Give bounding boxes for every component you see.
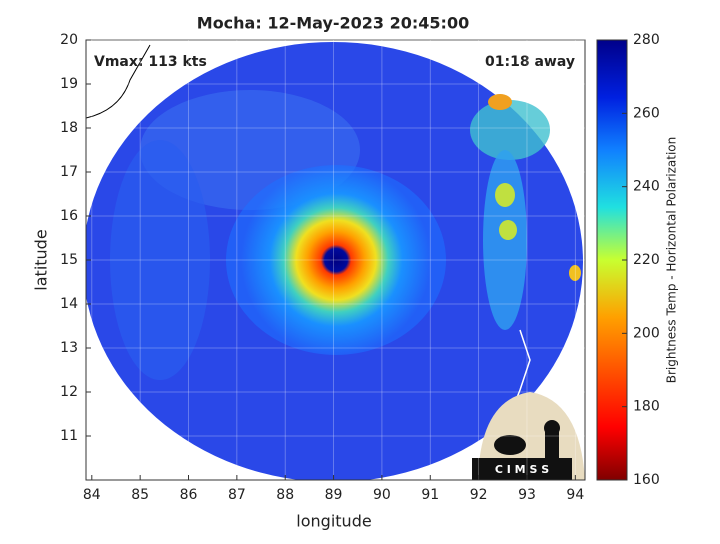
colorbar-tick-label: 180 bbox=[633, 399, 660, 415]
x-tick-label: 92 bbox=[470, 487, 488, 503]
y-axis-label: latitude bbox=[32, 229, 51, 290]
colorbar-tick-label: 160 bbox=[633, 472, 660, 488]
colorbar-tick-label: 280 bbox=[633, 32, 660, 48]
logo: C I M S S bbox=[472, 392, 585, 480]
y-tick-label: 18 bbox=[60, 120, 78, 136]
colorbar-tick-label: 220 bbox=[633, 252, 660, 268]
y-tick-label: 15 bbox=[60, 252, 78, 268]
chart-title: Mocha: 12-May-2023 20:45:00 bbox=[197, 14, 469, 33]
y-tick-label: 14 bbox=[60, 296, 78, 312]
colorbar-tick-label: 200 bbox=[633, 325, 660, 341]
colorbar-tick-label: 260 bbox=[633, 105, 660, 121]
y-tick-label: 13 bbox=[60, 340, 78, 356]
y-tick-label: 11 bbox=[60, 428, 78, 444]
x-tick-label: 87 bbox=[228, 487, 246, 503]
colorbar-tick-label: 240 bbox=[633, 179, 660, 195]
y-tick-label: 19 bbox=[60, 76, 78, 92]
x-axis-label: longitude bbox=[296, 512, 371, 531]
logo-text: C I M S S bbox=[495, 463, 549, 476]
x-tick-label: 93 bbox=[518, 487, 536, 503]
x-tick-label: 84 bbox=[83, 487, 101, 503]
x-tick-label: 91 bbox=[421, 487, 439, 503]
y-tick-label: 16 bbox=[60, 208, 78, 224]
annotation: 01:18 away bbox=[485, 54, 575, 70]
satellite-image: C I M S S bbox=[86, 42, 585, 480]
x-tick-label: 94 bbox=[566, 487, 584, 503]
x-tick-label: 89 bbox=[325, 487, 343, 503]
y-tick-label: 17 bbox=[60, 164, 78, 180]
x-tick-label: 86 bbox=[180, 487, 198, 503]
x-tick-label: 85 bbox=[131, 487, 149, 503]
x-tick-label: 90 bbox=[373, 487, 391, 503]
colorbar-label: Brightness Temp - Horizontal Polarizatio… bbox=[665, 137, 679, 384]
annotation: Vmax: 113 kts bbox=[94, 54, 207, 70]
y-tick-label: 20 bbox=[60, 32, 78, 48]
y-tick-label: 12 bbox=[60, 384, 78, 400]
x-tick-label: 88 bbox=[276, 487, 294, 503]
